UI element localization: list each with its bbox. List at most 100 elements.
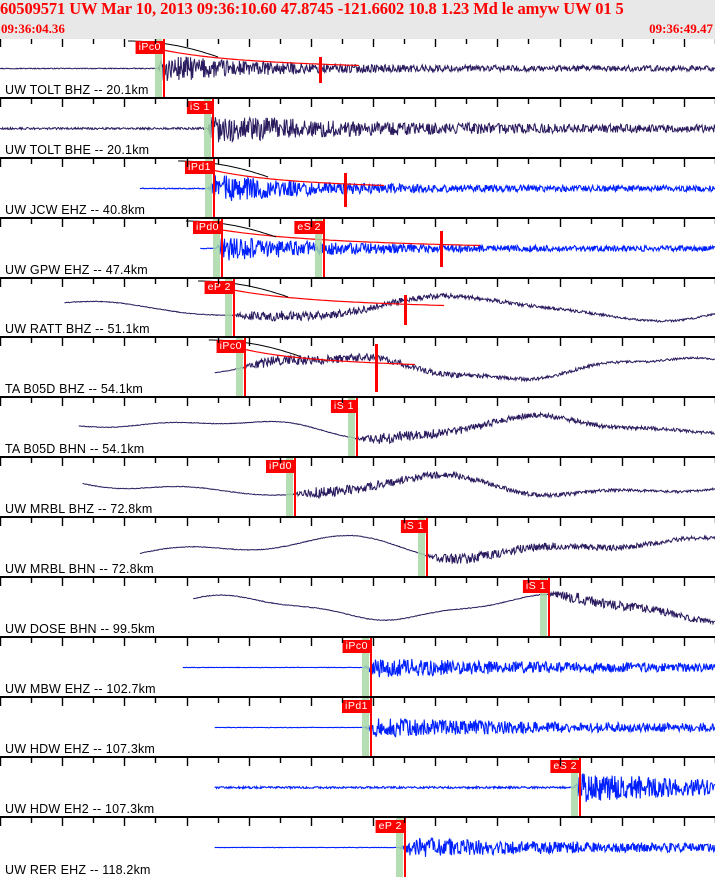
channel-label[interactable]: UW MRBL BHN -- 72.8km — [5, 562, 154, 577]
channel-label[interactable]: UW RATT BHZ -- 51.1km — [5, 322, 150, 337]
waveform-trace — [0, 115, 715, 143]
waveform-path — [193, 590, 715, 626]
trace-panel[interactable]: iS 1 TA B05D BHN -- 54.1km — [0, 398, 715, 459]
waveform-trace — [214, 836, 715, 857]
channel-label[interactable]: TA B05D BHZ -- 54.1km — [5, 382, 144, 397]
channel-label[interactable]: UW HDW EHZ -- 107.3km — [5, 741, 156, 756]
pick-marker-line[interactable] — [370, 637, 372, 696]
phase-pick-label[interactable]: iPd0 — [265, 460, 295, 474]
amplitude-marker[interactable] — [319, 57, 322, 83]
phase-pick-label[interactable]: iS 1 — [522, 580, 549, 594]
trace-panel[interactable]: eP 2 UW RER EHZ -- 118.2km — [0, 817, 715, 878]
phase-pick-label[interactable]: eP 2 — [375, 819, 405, 833]
time-axis — [0, 278, 715, 287]
amplitude-marker[interactable] — [344, 172, 347, 207]
trace-panel[interactable]: iPd1 UW JCW EHZ -- 40.8km — [0, 158, 715, 219]
amplitude-marker[interactable] — [440, 230, 443, 267]
channel-label[interactable]: UW GPW EHZ -- 47.4km — [5, 262, 148, 277]
channel-label[interactable]: UW MRBL BHZ -- 72.8km — [5, 502, 153, 517]
event-header-title: 60509571 UW Mar 10, 2013 09:36:10.60 47.… — [0, 0, 624, 18]
trace-panel[interactable]: iPd1 UW HDW EHZ -- 107.3km — [0, 697, 715, 758]
waveform-trace — [214, 718, 715, 738]
waveform-trace — [78, 411, 715, 445]
channel-label[interactable]: TA B05D BHN -- 54.1km — [5, 442, 145, 457]
channel-label[interactable]: UW RER EHZ -- 118.2km — [5, 863, 151, 878]
phase-pick-label[interactable]: eS 2 — [550, 759, 580, 773]
pick-marker-line[interactable] — [163, 39, 165, 97]
pick-marker-line[interactable] — [426, 518, 428, 577]
pick-uncertainty-band — [286, 458, 293, 517]
pick-uncertainty-band — [213, 218, 220, 277]
trace-panel[interactable]: eS 2 UW HDW EH2 -- 107.3km — [0, 757, 715, 818]
phase-pick-label[interactable]: iPd1 — [341, 699, 371, 713]
pick-marker-line[interactable] — [370, 697, 372, 756]
time-axis — [0, 518, 715, 527]
phase-pick-label[interactable]: iS 1 — [400, 520, 427, 534]
amplitude-marker[interactable] — [375, 344, 378, 393]
trace-panel[interactable]: iPc0 UW MBW EHZ -- 102.7km — [0, 637, 715, 698]
phase-pick-label[interactable]: eP 2 — [204, 280, 234, 294]
pick-uncertainty-band — [348, 398, 355, 457]
trace-panel[interactable]: iPc0 UW TOLT BHZ -- 20.1km — [0, 39, 715, 99]
amplitude-marker[interactable] — [404, 294, 407, 325]
pick-uncertainty-band — [540, 578, 547, 636]
pick-marker-line[interactable] — [404, 817, 406, 877]
pick-marker-line[interactable] — [212, 98, 214, 157]
pick-marker-line[interactable] — [579, 757, 581, 816]
channel-label[interactable]: UW HDW EH2 -- 107.3km — [5, 801, 155, 816]
waveform-path — [64, 291, 715, 323]
trace-panel[interactable]: iPd0 UW MRBL BHZ -- 72.8km — [0, 458, 715, 519]
waveform-path — [82, 470, 715, 500]
pick-uncertainty-band — [225, 278, 232, 337]
channel-label[interactable]: UW TOLT BHE -- 20.1km — [5, 142, 150, 157]
trace-panel[interactable]: iPc0 TA B05D BHZ -- 54.1km — [0, 338, 715, 399]
pick-marker-line[interactable] — [548, 578, 550, 636]
waveform-trace — [82, 470, 715, 500]
waveform-path — [214, 772, 715, 802]
trace-panel[interactable]: iS 1 UW DOSE BHN -- 99.5km — [0, 578, 715, 638]
time-axis — [0, 637, 715, 646]
trace-panel[interactable]: iPd0 eS 2 UW GPW EHZ -- 47.4km — [0, 218, 715, 279]
trace-panel[interactable]: iS 1 UW MRBL BHN -- 72.8km — [0, 518, 715, 579]
phase-pick-label[interactable]: iS 1 — [186, 100, 213, 114]
channel-label[interactable]: UW DOSE BHN -- 99.5km — [5, 621, 156, 636]
phase-pick-label[interactable]: eS 2 — [294, 220, 324, 234]
waveform-path — [139, 175, 715, 201]
phase-pick-label[interactable]: iPc0 — [342, 639, 371, 653]
phase-pick-label[interactable]: iPd1 — [184, 160, 214, 174]
channel-label[interactable]: UW MBW EHZ -- 102.7km — [5, 681, 156, 696]
time-axis — [0, 218, 715, 227]
waveform-path — [214, 352, 715, 383]
pick-marker-line[interactable] — [221, 218, 223, 277]
phase-pick-label[interactable]: iPc0 — [216, 340, 245, 354]
pick-marker-line[interactable] — [356, 398, 358, 457]
phase-pick-label[interactable]: iS 1 — [330, 400, 357, 414]
trace-panel-list: iPc0 UW TOLT BHZ -- 20.1km iS 1 UW TOLT BHE… — [0, 39, 715, 878]
window-start-time: 09:36:04.36 — [1, 21, 65, 36]
channel-label[interactable]: UW TOLT BHZ -- 20.1km — [5, 82, 149, 97]
waveform-path — [0, 56, 715, 81]
time-axis — [0, 39, 715, 47]
pick-uncertainty-band — [571, 757, 578, 816]
pick-marker-line[interactable] — [323, 218, 325, 277]
waveform-path — [78, 411, 715, 445]
channel-label[interactable]: UW JCW EHZ -- 40.8km — [5, 202, 146, 217]
pick-marker-line[interactable] — [244, 338, 246, 397]
phase-pick-label[interactable]: iPd0 — [192, 220, 222, 234]
pick-uncertainty-band — [418, 518, 425, 577]
pick-uncertainty-band — [155, 39, 162, 97]
time-axis — [0, 757, 715, 766]
trace-panel[interactable]: eP 2 UW RATT BHZ -- 51.1km — [0, 278, 715, 339]
pick-marker-line[interactable] — [294, 458, 296, 517]
time-axis — [0, 697, 715, 706]
waveform-trace — [0, 56, 715, 81]
pick-marker-line[interactable] — [233, 278, 235, 337]
time-axis — [0, 158, 715, 167]
pick-uncertainty-band — [236, 338, 243, 397]
pick-uncertainty-band — [205, 158, 212, 217]
pick-uncertainty-band — [362, 637, 369, 696]
trace-panel[interactable]: iS 1 UW TOLT BHE -- 20.1km — [0, 98, 715, 159]
pick-uncertainty-band — [362, 697, 369, 756]
pick-marker-line[interactable] — [213, 158, 215, 217]
